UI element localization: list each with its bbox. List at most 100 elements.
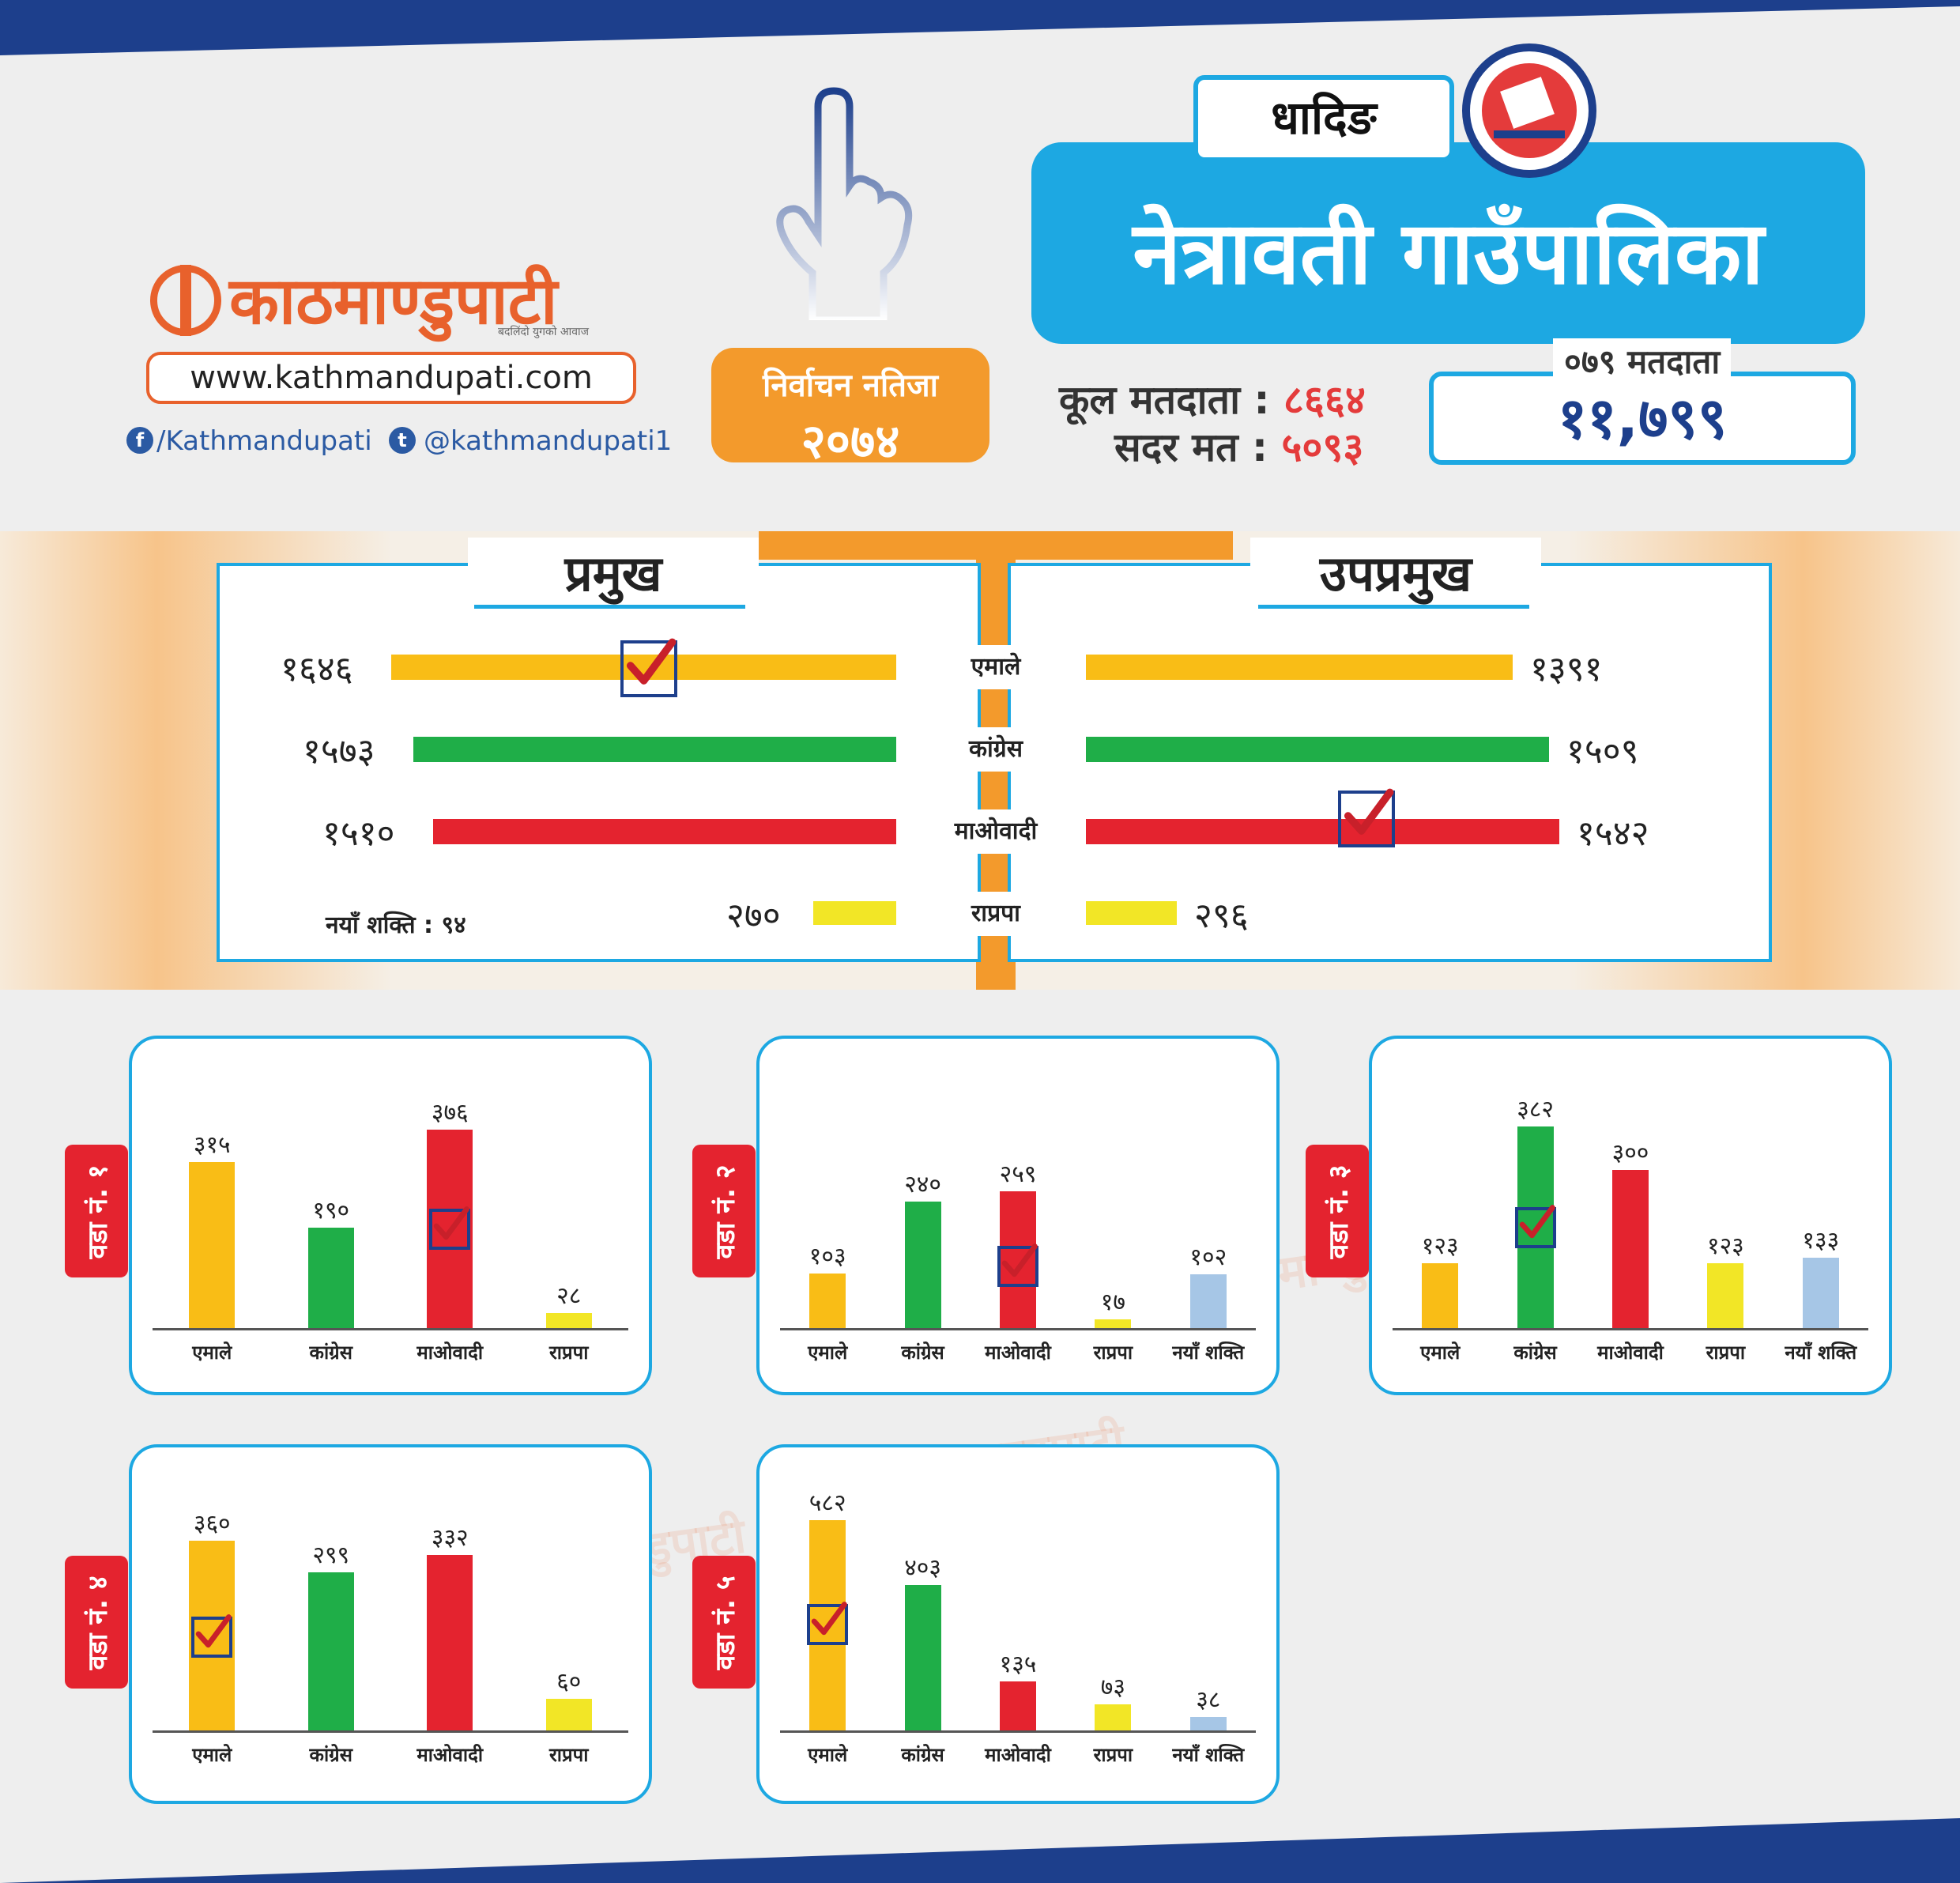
chief-bar — [433, 819, 896, 844]
bar-value-label: ३१५ — [193, 1131, 231, 1159]
bar-category-label: नयाँ शक्ति — [1785, 1341, 1857, 1364]
bar-value-label: १९० — [312, 1197, 350, 1225]
election-result-badge: निर्वाचन नतिजा २०७४ — [711, 348, 989, 470]
ward-label: वडा नं. ३ — [1323, 1164, 1355, 1259]
facebook-handle[interactable]: /Kathmandupati — [156, 425, 372, 457]
top-band — [0, 0, 1960, 55]
deputy-vote-label: १५०९ — [1566, 731, 1639, 772]
bar-value-label: १२३ — [1421, 1232, 1459, 1260]
chief-panel — [217, 563, 981, 962]
chief-bar — [413, 737, 896, 762]
deputy-panel — [1008, 563, 1772, 962]
deputy-vote-label: १३९१ — [1530, 649, 1603, 689]
bar-category-label: एमाले — [1420, 1341, 1461, 1364]
ward-tab: वडा नं. ३ — [1306, 1145, 1369, 1277]
bar-category-label: कांग्रेस — [1513, 1341, 1557, 1364]
bar-0 — [189, 1162, 236, 1328]
deputy-bar — [1086, 819, 1559, 844]
bar-2 — [427, 1555, 473, 1730]
bar-value-label: ३०० — [1611, 1139, 1649, 1167]
ward-tab: वडा नं. ५ — [692, 1556, 756, 1689]
bar-category-label: राप्रपा — [1093, 1341, 1133, 1364]
winner-check-icon — [620, 638, 677, 697]
bar-category-label: माओवादी — [985, 1341, 1051, 1364]
bar-1 — [904, 1585, 941, 1730]
deputy-title-underline — [1258, 605, 1529, 609]
winner-check-icon — [1514, 1205, 1556, 1248]
chart-baseline — [780, 1328, 1256, 1330]
bar-category-label: माओवादी — [1597, 1341, 1664, 1364]
ward-label: वडा नं. ४ — [82, 1575, 114, 1670]
deputy-vote-label: २९६ — [1194, 896, 1249, 936]
bar-category-label: एमाले — [192, 1744, 232, 1766]
chief-title-underline — [474, 605, 745, 609]
website-link[interactable]: www.kathmandupati.com — [146, 352, 636, 404]
bar-category-label: माओवादी — [416, 1341, 484, 1364]
ward-tab: वडा नं. ४ — [65, 1556, 128, 1689]
bar-value-label: ५८२ — [808, 1489, 846, 1517]
valid-votes: सदर मत : ५०९३ — [1114, 419, 1363, 473]
valid-votes-label: सदर मत : — [1114, 425, 1268, 470]
new-power-note: नयाँ शक्ति : ९४ — [326, 911, 466, 939]
bar-category-label: माओवादी — [416, 1744, 484, 1766]
bar-category-label: एमाले — [808, 1341, 848, 1364]
brand-name: काठमाण्डुपाटी — [229, 264, 558, 339]
bar-value-label: ३३२ — [431, 1524, 469, 1552]
bar-value-label: ४०३ — [904, 1554, 941, 1582]
chief-vote-label: १५७३ — [303, 731, 375, 772]
bar-category-label: राप्रपा — [1706, 1341, 1746, 1364]
bar-value-label: २८ — [556, 1282, 582, 1310]
bar-value-label: २४० — [904, 1171, 941, 1198]
voting-finger-icon — [776, 87, 913, 320]
bar-value-label: २९९ — [312, 1541, 350, 1569]
valid-votes-value: ५०९३ — [1281, 425, 1364, 470]
bar-value-label: ३८ — [1196, 1686, 1221, 1714]
voters-079-value: ११,७९९ — [1557, 385, 1728, 451]
bar-category-label: माओवादी — [985, 1744, 1051, 1766]
bar-value-label: १०२ — [1189, 1243, 1227, 1271]
chart-baseline — [153, 1328, 628, 1330]
logo-stem — [180, 265, 191, 336]
twitter-icon: t — [389, 427, 416, 454]
deputy-bar — [1086, 901, 1177, 925]
bar-value-label: २५९ — [999, 1160, 1037, 1188]
bar-value-label: ३६० — [193, 1510, 231, 1538]
ward-label: वडा नं. २ — [710, 1164, 741, 1259]
party-label: एमाले — [935, 645, 1057, 689]
bottom-band — [0, 1818, 1960, 1883]
bar-3 — [1707, 1263, 1744, 1328]
district-name: धादिङ — [1193, 75, 1454, 162]
ward-tab: वडा नं. २ — [692, 1145, 756, 1277]
chief-vote-label: १५१० — [322, 813, 395, 854]
bar-value-label: १३५ — [999, 1651, 1037, 1678]
bar-category-label: कांग्रेस — [901, 1744, 944, 1766]
voters-079-label: ०७९ मतदाता — [1553, 338, 1732, 383]
bar-category-label: कांग्रेस — [309, 1341, 352, 1364]
winner-check-icon — [997, 1243, 1038, 1287]
bar-category-label: कांग्रेस — [901, 1341, 944, 1364]
bar-value-label: ७३ — [1100, 1674, 1125, 1701]
winner-check-icon — [807, 1602, 849, 1645]
party-label: माओवादी — [935, 809, 1057, 854]
bar-3 — [545, 1313, 592, 1328]
bar-0 — [1422, 1263, 1459, 1328]
bar-4 — [1189, 1717, 1227, 1730]
bar-value-label: १७ — [1100, 1289, 1125, 1316]
bar-2 — [1000, 1681, 1036, 1730]
ballot-slot-icon — [1494, 130, 1565, 138]
twitter-handle[interactable]: @kathmandupati1 — [424, 425, 673, 457]
party-label: राप्रपा — [935, 892, 1057, 936]
party-label: कांग्रेस — [935, 727, 1057, 772]
chief-vote-label: २७० — [726, 896, 781, 936]
ward-panel — [129, 1444, 652, 1804]
bar-3 — [1095, 1704, 1132, 1730]
chief-bar — [813, 901, 896, 925]
bar-0 — [809, 1274, 846, 1328]
bar-4 — [1802, 1258, 1839, 1328]
total-voters-label: कूल मतदाता : — [1059, 377, 1270, 423]
total-voters: कूल मतदाता : ८६६४ — [1059, 372, 1366, 425]
ward-tab: वडा नं. १ — [65, 1145, 128, 1277]
bar-category-label: राप्रपा — [548, 1341, 589, 1364]
bar-4 — [1189, 1274, 1227, 1328]
bar-category-label: राप्रपा — [1093, 1744, 1133, 1766]
